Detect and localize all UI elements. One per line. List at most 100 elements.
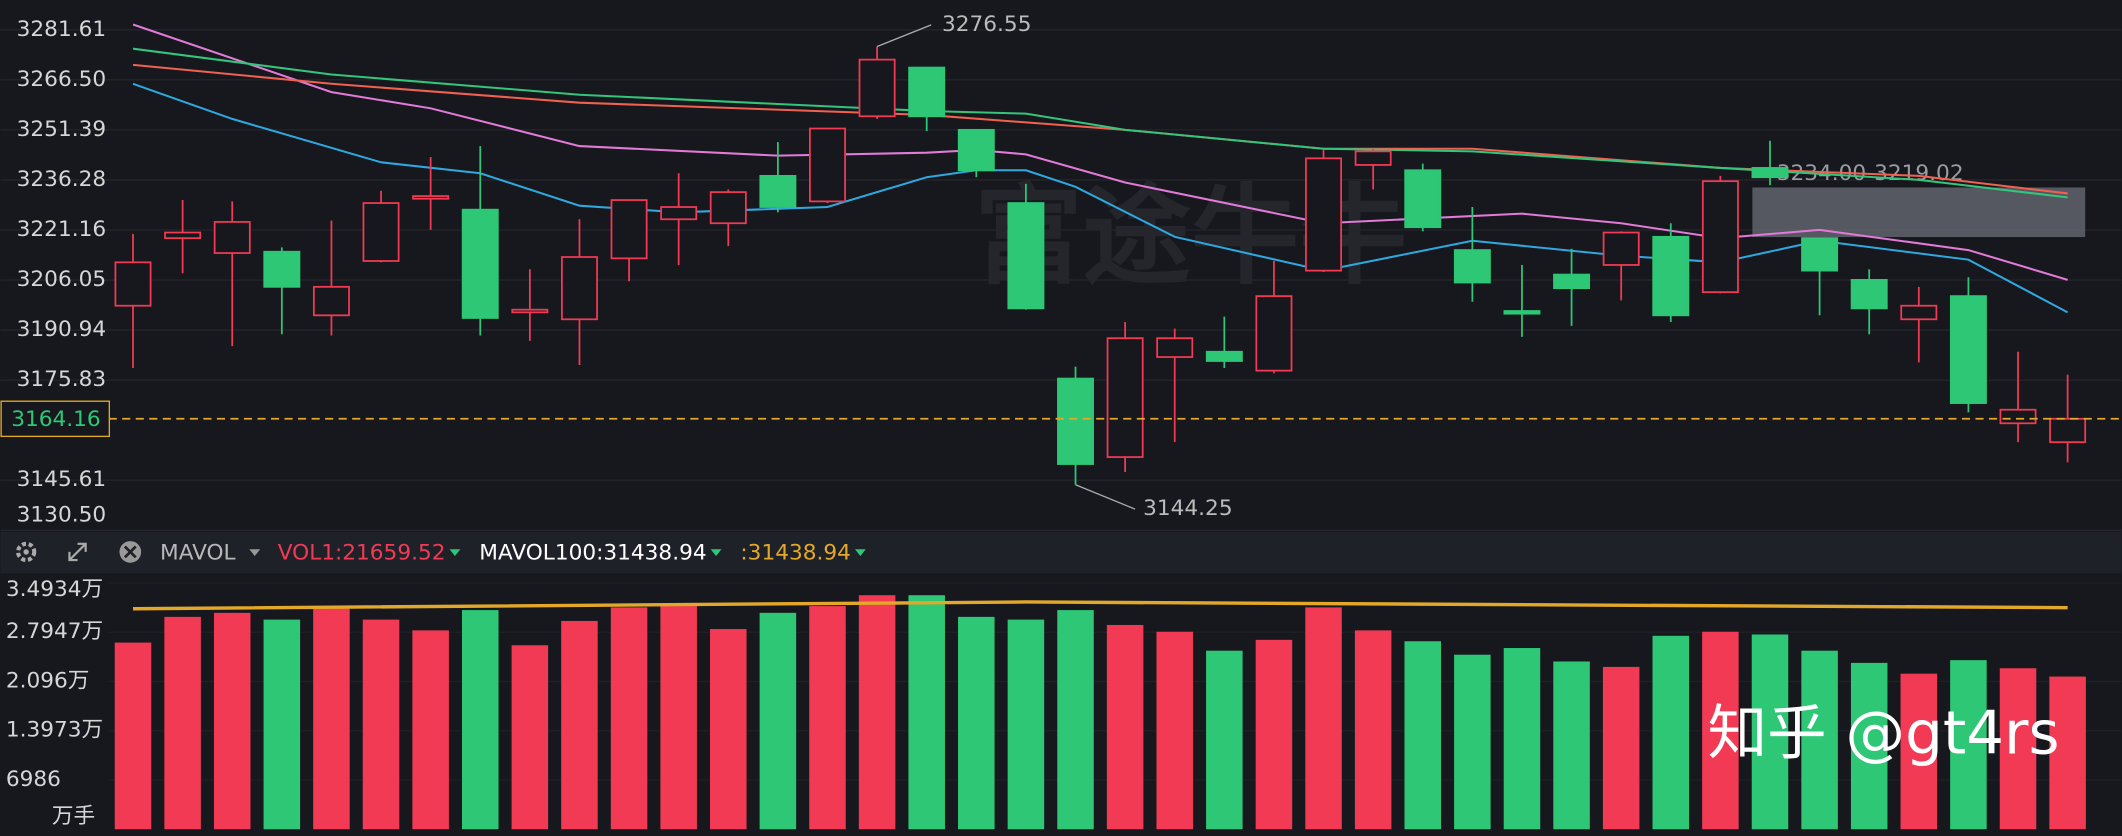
volume-bar — [313, 607, 350, 830]
candle-body — [1453, 249, 1491, 284]
candle-body — [709, 191, 747, 225]
candle-body — [1354, 150, 1392, 166]
candle-body — [412, 195, 450, 200]
y-tick-label: 3.4934万 — [6, 577, 103, 602]
candle-body — [1305, 157, 1343, 272]
candle-body — [1751, 167, 1789, 179]
candle-body — [263, 250, 301, 288]
y-tick-label: 2.096万 — [6, 668, 90, 693]
candle-body — [114, 261, 152, 307]
y-tick-label: 3251.39 — [17, 117, 106, 142]
volume-bar — [1702, 631, 1739, 830]
volume-bar — [908, 595, 945, 830]
volume-bar — [1354, 630, 1392, 830]
current-price-box — [0, 400, 111, 438]
candle-body — [1900, 304, 1938, 321]
volume-bar — [1057, 610, 1094, 830]
candle-body — [1999, 408, 2037, 425]
indicator-label: MAVOL100:31438.94 — [479, 540, 706, 565]
candle-body — [660, 206, 698, 221]
candle-body — [312, 285, 350, 317]
candle-body — [1850, 278, 1888, 310]
volume-bar — [164, 616, 201, 830]
candle-body — [1156, 337, 1194, 358]
volume-bar — [362, 619, 400, 830]
dropdown-caret — [710, 549, 722, 556]
volume-bar — [1156, 631, 1193, 830]
volume-bar — [1801, 650, 1838, 830]
candle-body — [610, 199, 648, 260]
toolbar — [0, 531, 2122, 574]
y-tick-label: 3266.50 — [17, 67, 106, 92]
candle-body — [1007, 202, 1045, 310]
annotation-leader — [876, 24, 932, 48]
volume-bar — [1999, 668, 2037, 830]
candle-body — [560, 256, 598, 321]
volume-bar — [263, 619, 301, 830]
candle-body — [511, 308, 549, 314]
y-tick-label: 3175.83 — [17, 367, 106, 392]
expand-icon[interactable] — [68, 542, 87, 562]
volume-bar — [213, 612, 251, 830]
unit-label: 万手 — [52, 804, 95, 829]
range-bottom-label: 3219.02 — [1874, 161, 1963, 186]
volume-bar — [610, 607, 648, 830]
volume-bar — [1305, 607, 1342, 830]
volume-bar — [1255, 639, 1293, 830]
candle-body — [1503, 310, 1541, 315]
volume-bar — [1454, 654, 1491, 830]
volume-bar — [858, 595, 896, 830]
dropdown-caret — [449, 549, 461, 556]
volume-bar — [1007, 619, 1045, 830]
mavol-line — [133, 600, 2068, 611]
volume-bar — [2049, 676, 2086, 830]
volume-bar — [1206, 650, 1243, 830]
dropdown-caret — [854, 549, 866, 556]
y-tick-label: 3130.50 — [17, 502, 106, 527]
settings-icon[interactable] — [15, 541, 37, 563]
moving-average-line — [132, 23, 2068, 281]
candle-body — [957, 128, 995, 172]
low-annotation: 3144.25 — [1143, 496, 1232, 521]
volume-bar — [461, 610, 499, 830]
volume-bar — [1950, 660, 1987, 830]
y-tick-label: 3145.61 — [17, 467, 106, 492]
indicator-name[interactable]: MAVOL — [160, 540, 236, 565]
indicator-label: :31438.94 — [740, 540, 850, 565]
y-tick-label: 2.7947万 — [6, 619, 103, 644]
volume-bar — [1850, 662, 1888, 830]
price-panel: 3281.61 3266.50 3251.39 3236.28 3221.16 3206.… — [0, 12, 2122, 531]
volume-bar — [1553, 661, 1590, 830]
candle-body — [858, 58, 896, 118]
candle-body — [1701, 180, 1739, 294]
y-tick-label: 3281.61 — [17, 17, 106, 42]
dropdown-caret[interactable] — [249, 549, 261, 556]
annotation-leader — [1075, 484, 1136, 510]
candle-body — [362, 202, 400, 262]
indicator-label: VOL1:21659.52 — [278, 540, 446, 565]
candle-body — [164, 231, 202, 240]
y-tick-label: 3206.05 — [17, 267, 106, 292]
y-tick-label: 3221.16 — [17, 217, 106, 242]
volume-bar — [561, 620, 598, 830]
candle-body — [1801, 237, 1839, 272]
candle-body — [908, 66, 946, 118]
candle-body — [461, 208, 499, 319]
candle-body — [1106, 337, 1144, 458]
volume-bar — [1652, 635, 1690, 830]
candle-body — [1949, 295, 1987, 404]
volume-bar — [1106, 624, 1144, 830]
candle-body — [1205, 350, 1243, 362]
candle-body — [1602, 231, 1640, 266]
volume-bar — [958, 616, 995, 830]
volume-bar — [1404, 641, 1442, 830]
candle-body — [213, 221, 251, 254]
volume-bar — [511, 645, 549, 830]
high-annotation: 3276.55 — [942, 12, 1031, 37]
current-price-label: 3164.16 — [11, 407, 100, 432]
volume-bar — [759, 612, 797, 830]
close-icon[interactable] — [119, 541, 142, 563]
candle-body — [1255, 295, 1293, 372]
